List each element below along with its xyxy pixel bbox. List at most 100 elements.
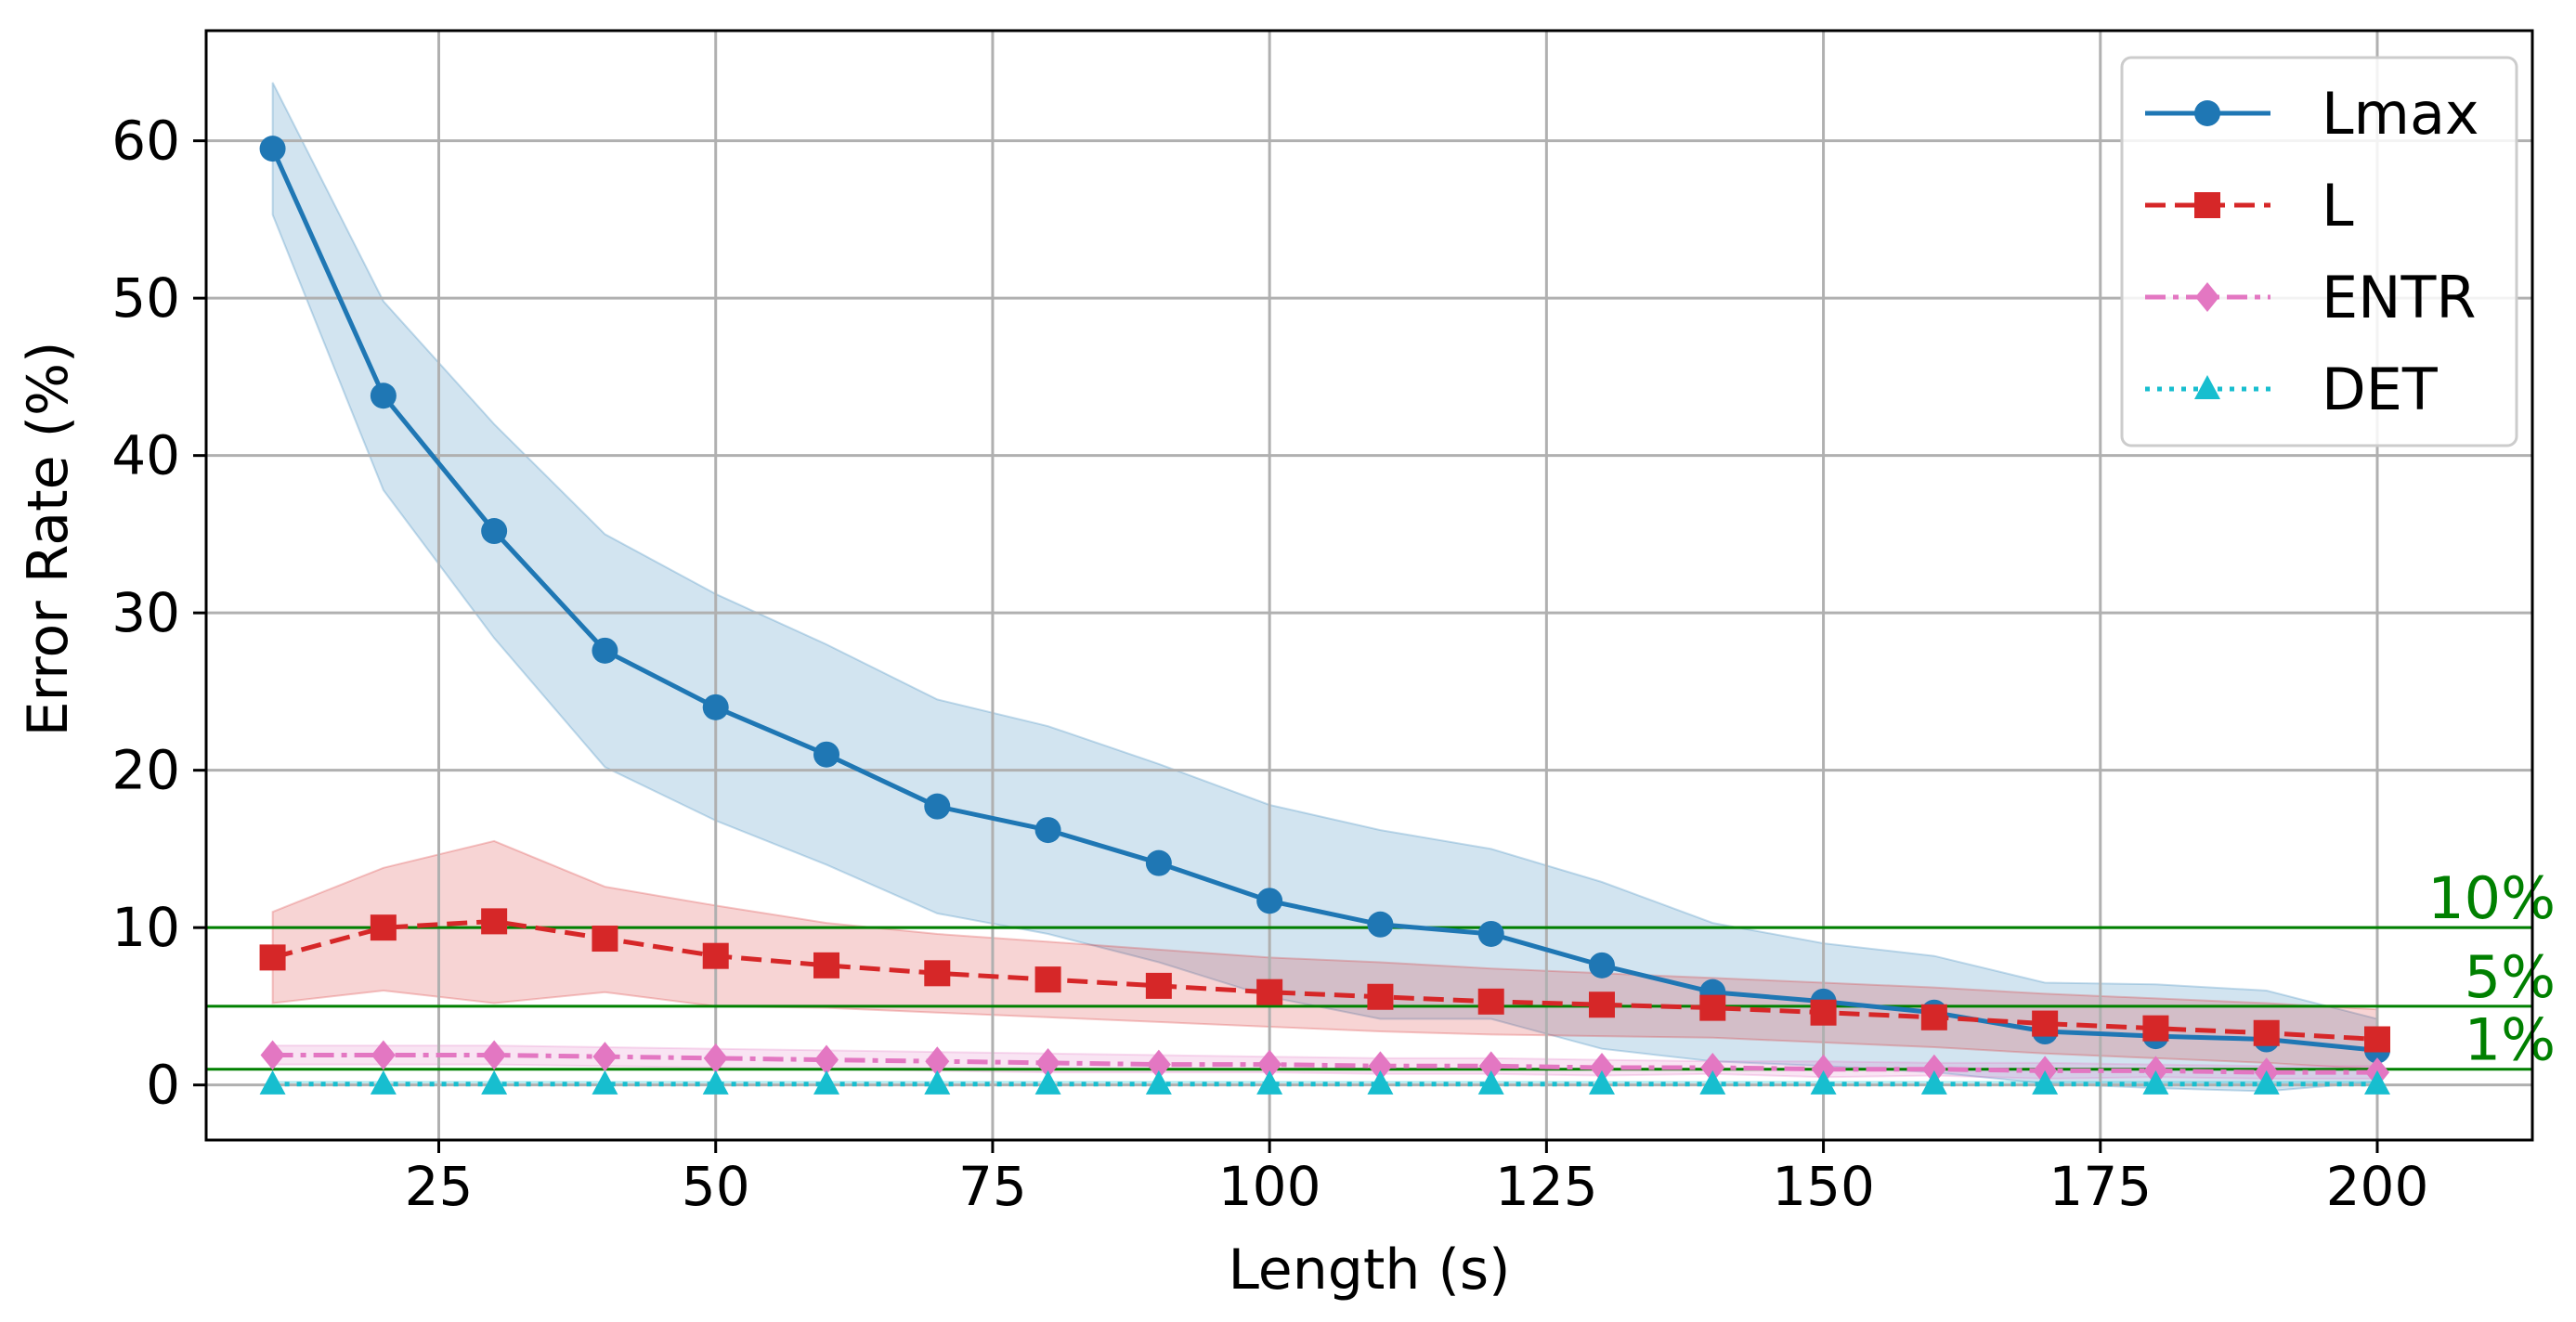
- legend-label-lmax: Lmax: [2322, 80, 2479, 148]
- point-lmax: [592, 637, 618, 664]
- point-det: [1699, 1069, 1726, 1095]
- point-entr: [1478, 1051, 1503, 1082]
- point-l: [481, 908, 508, 935]
- point-lmax: [1477, 920, 1504, 947]
- point-entr: [1811, 1054, 1836, 1084]
- series-lines: [259, 136, 2390, 1095]
- axes: 25 50 75 100 125 150 175 200 0 10 20 30 40 50 60 Length…: [16, 29, 2534, 1303]
- point-lmax: [370, 382, 397, 409]
- legend-marker-det: [2194, 375, 2220, 399]
- point-l: [1367, 983, 1394, 1010]
- point-det: [1034, 1069, 1061, 1095]
- point-l: [2032, 1010, 2059, 1037]
- legend-marker-lmax: [2194, 100, 2220, 126]
- point-l: [1034, 966, 1061, 993]
- point-entr: [814, 1044, 839, 1075]
- point-det: [924, 1069, 951, 1095]
- x-axis-title: Length (s): [1228, 1238, 1510, 1303]
- point-det: [1367, 1069, 1394, 1095]
- legend-item-l: L: [2145, 172, 2354, 240]
- point-lmax: [1034, 817, 1061, 844]
- y-axis-title: Error Rate (%): [16, 342, 81, 737]
- point-l: [592, 926, 618, 953]
- point-l: [1699, 994, 1726, 1021]
- point-entr: [925, 1046, 950, 1077]
- legend: Lmax L ENTR DET: [2120, 56, 2518, 447]
- point-lmax: [924, 793, 951, 820]
- point-l: [2253, 1019, 2280, 1046]
- point-det: [1810, 1069, 1837, 1095]
- confidence-bands: [271, 82, 2378, 1093]
- point-l: [1920, 1004, 1947, 1030]
- point-lmax: [813, 741, 839, 768]
- point-l: [2142, 1015, 2169, 1042]
- point-lmax: [1367, 911, 1394, 938]
- line-l: [271, 918, 2378, 1042]
- y-tick-label: 40: [111, 424, 180, 487]
- point-entr: [1700, 1053, 1725, 1083]
- point-l: [1589, 992, 1615, 1018]
- point-lmax: [1256, 888, 1283, 914]
- legend-box: [2120, 56, 2518, 447]
- point-entr: [260, 1040, 285, 1070]
- reference-label-5pct: 5%: [2465, 943, 2556, 1011]
- point-l: [1477, 988, 1504, 1015]
- point-lmax: [702, 693, 729, 720]
- point-l: [1145, 972, 1172, 999]
- point-l: [2364, 1026, 2390, 1053]
- point-lmax: [1145, 849, 1172, 876]
- point-det: [1920, 1069, 1947, 1095]
- legend-label-entr: ENTR: [2322, 264, 2477, 331]
- point-entr: [1590, 1053, 1614, 1083]
- y-tick-label: 10: [111, 896, 180, 959]
- point-l: [702, 942, 729, 969]
- series-l: [259, 908, 2390, 1053]
- point-l: [1256, 979, 1283, 1005]
- x-tick-label: 100: [1218, 1155, 1321, 1218]
- point-entr: [482, 1040, 507, 1070]
- x-tick-label: 50: [682, 1155, 750, 1218]
- x-tick-label: 200: [2326, 1155, 2429, 1218]
- point-entr: [1368, 1051, 1393, 1082]
- point-lmax: [1589, 952, 1615, 979]
- x-tick-label: 150: [1772, 1155, 1875, 1218]
- line-lmax: [270, 148, 2378, 1053]
- series-det: [259, 1069, 2390, 1095]
- point-entr: [1921, 1054, 1946, 1084]
- legend-marker-l: [2194, 192, 2220, 218]
- point-entr: [592, 1042, 618, 1072]
- y-tick-label: 50: [111, 266, 180, 330]
- y-tick-label: 60: [111, 110, 180, 173]
- point-l: [924, 960, 951, 987]
- point-l: [813, 952, 839, 979]
- x-tick-label: 125: [1495, 1155, 1598, 1218]
- point-det: [2142, 1069, 2169, 1095]
- y-tick-label: 30: [111, 581, 180, 644]
- point-det: [702, 1069, 729, 1095]
- point-det: [1589, 1069, 1615, 1095]
- point-det: [2253, 1069, 2280, 1095]
- point-det: [1256, 1069, 1283, 1095]
- legend-item-entr: ENTR: [2145, 264, 2477, 331]
- point-lmax: [259, 136, 286, 162]
- point-l: [1810, 999, 1837, 1026]
- point-l: [259, 944, 286, 971]
- point-det: [813, 1069, 839, 1095]
- plot-frame: [204, 29, 2534, 1142]
- x-tick-label: 25: [405, 1155, 474, 1218]
- point-det: [481, 1069, 508, 1095]
- legend-label-l: L: [2322, 172, 2354, 240]
- point-entr: [1146, 1049, 1171, 1080]
- point-l: [370, 914, 397, 941]
- point-entr: [703, 1043, 728, 1073]
- line-entr: [272, 1053, 2377, 1075]
- point-entr: [1257, 1049, 1282, 1080]
- legend-label-det: DET: [2322, 356, 2439, 423]
- point-det: [370, 1069, 397, 1095]
- point-det: [2364, 1069, 2390, 1095]
- point-entr: [371, 1040, 396, 1070]
- point-lmax: [481, 518, 508, 545]
- point-det: [1477, 1069, 1504, 1095]
